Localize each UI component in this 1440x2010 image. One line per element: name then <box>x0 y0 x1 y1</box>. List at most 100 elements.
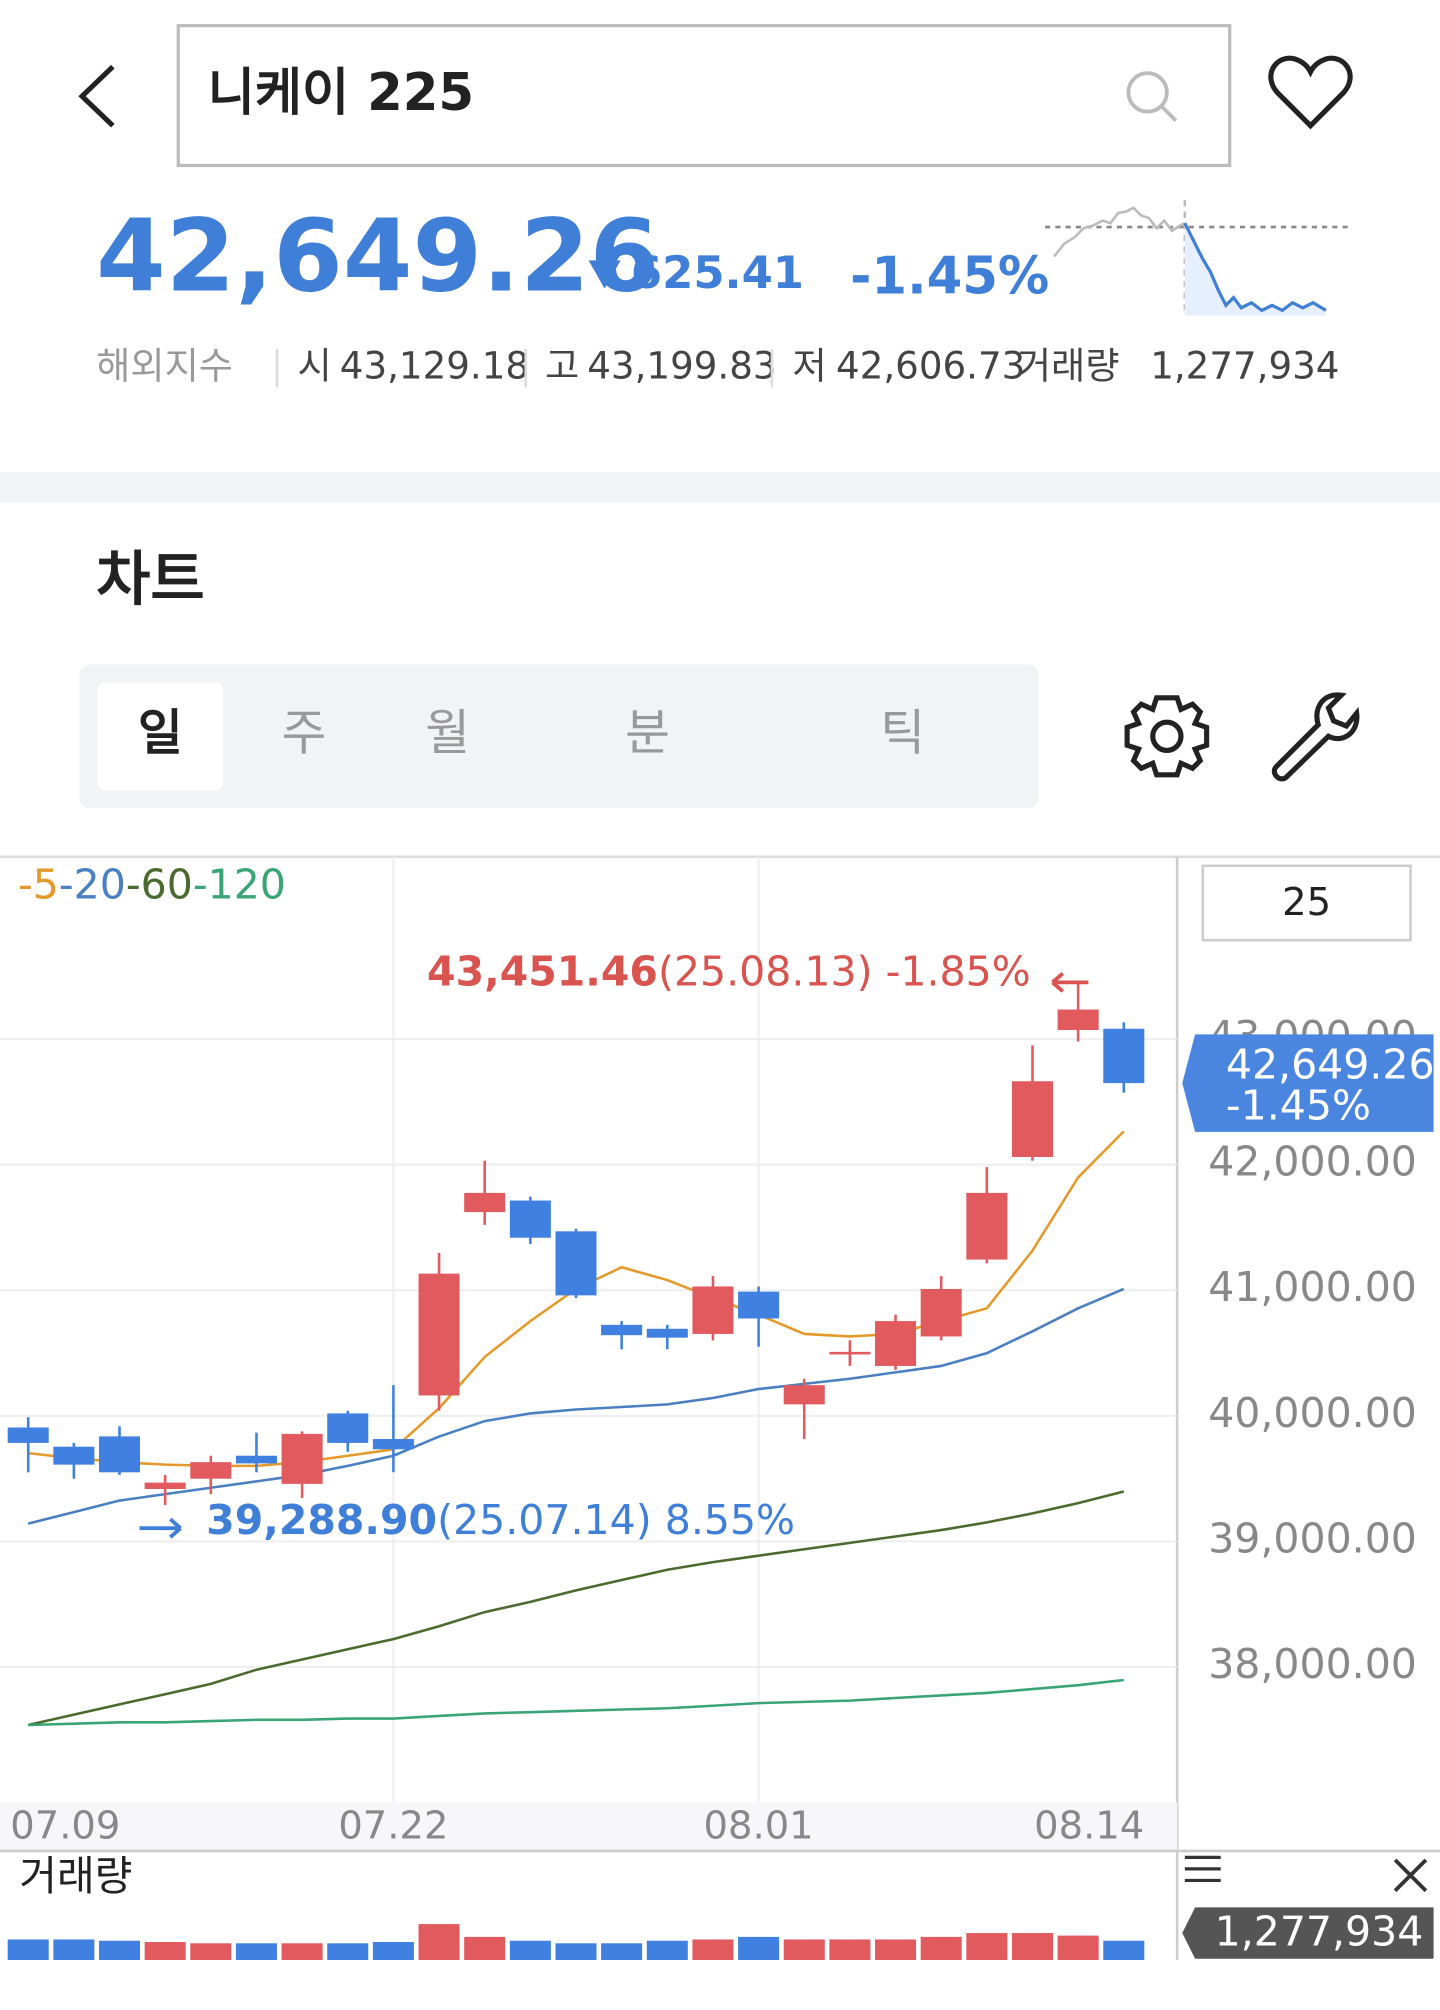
y-tick-label: 38,000.00 <box>1208 1640 1417 1688</box>
volume-bar <box>144 1942 186 1960</box>
annotation-text: (25.07.14) 8.55% <box>437 1496 795 1544</box>
volume-bar <box>53 1939 95 1960</box>
volume-bar <box>692 1939 734 1960</box>
candle-body <box>281 1433 323 1484</box>
price-tag <box>1182 1034 1434 1132</box>
stat-label: 저 <box>792 344 826 388</box>
legend-entry: -120 <box>193 861 286 909</box>
x-tick-label: 08.14 <box>1034 1803 1144 1848</box>
tab[interactable]: 월 <box>425 705 470 761</box>
candle-body <box>372 1439 414 1450</box>
change-pct: -1.45% <box>850 247 1049 307</box>
volume-bar <box>7 1939 49 1960</box>
candle-body <box>327 1413 369 1443</box>
volume-bar <box>738 1936 780 1960</box>
section-title: 차트 <box>96 545 205 614</box>
volume-tag-label: 1,277,934 <box>1215 1907 1424 1955</box>
volume-bar <box>966 1933 1008 1960</box>
y-tick-label: 40,000.00 <box>1208 1389 1417 1437</box>
volume-bar <box>1057 1935 1099 1960</box>
y-tick-label: 42,000.00 <box>1208 1138 1417 1186</box>
tab-bar <box>79 664 1039 809</box>
legend-entry: -20 <box>59 861 126 909</box>
annotation-text: (25.08.13) -1.85% <box>658 948 1031 996</box>
stat-label: 거래량 <box>1017 344 1120 388</box>
moving-average <box>27 1490 1125 1727</box>
stat-label: 시 <box>297 344 331 388</box>
volume-bar <box>875 1939 917 1960</box>
candle-body <box>692 1286 734 1334</box>
annotation-value: 39,288.90 <box>206 1496 437 1544</box>
quote-stats: 해외지수 시 43,129.18 고 43,199.83 저 42,606.73… <box>96 344 1339 388</box>
stat-label: 고 <box>545 344 579 388</box>
volume-bar <box>418 1924 460 1960</box>
tab[interactable]: 틱 <box>880 705 925 761</box>
x-axis-band <box>0 1802 1178 1851</box>
candle-body <box>509 1200 551 1238</box>
tab[interactable]: 분 <box>625 705 670 761</box>
volume-bar <box>372 1942 414 1960</box>
volume-bar <box>509 1940 551 1960</box>
volume-menu[interactable] <box>1184 1855 1221 1883</box>
volume-bar <box>464 1936 506 1960</box>
tab[interactable]: 주 <box>281 705 326 761</box>
annotation-value: 43,451.46 <box>427 948 658 996</box>
volume-bar <box>783 1939 825 1960</box>
volume-bar <box>281 1943 323 1960</box>
stat-value: 42,606.73 <box>836 344 1025 388</box>
volume-bar <box>646 1940 688 1960</box>
period-box[interactable] <box>1201 864 1412 942</box>
candle-body <box>235 1455 277 1464</box>
candle-body <box>875 1321 917 1366</box>
candle-body <box>738 1291 780 1319</box>
volume-bar <box>235 1943 277 1960</box>
search-text: 니케이 225 <box>208 63 474 123</box>
candle-body <box>601 1324 643 1336</box>
candle-body <box>555 1231 597 1296</box>
price-tag-change: -1.45% <box>1226 1082 1371 1130</box>
volume-bar <box>829 1939 871 1960</box>
tab-selected <box>97 682 224 791</box>
volume-tag <box>1182 1907 1434 1959</box>
candle-body <box>418 1273 460 1396</box>
period-count: 25 <box>1282 880 1331 925</box>
down-arrow <box>588 260 621 289</box>
volume-bar <box>1103 1940 1145 1960</box>
x-tick-label: 08.01 <box>704 1803 814 1848</box>
x-tick-label: 07.22 <box>338 1803 448 1848</box>
tools-button[interactable] <box>1271 692 1360 782</box>
volume-close[interactable] <box>1393 1858 1428 1893</box>
settings-button[interactable] <box>1124 695 1210 778</box>
candle-body <box>190 1462 232 1479</box>
market: 해외지수 <box>96 344 233 388</box>
search-icon[interactable] <box>1126 71 1178 122</box>
stat-value: 1,277,934 <box>1150 344 1339 388</box>
y-tick-label: 39,000.00 <box>1208 1514 1417 1562</box>
x-tick-label: 07.09 <box>10 1803 120 1848</box>
tab[interactable]: 일 <box>138 705 183 761</box>
candle-body <box>966 1192 1008 1260</box>
stat-value: 43,199.83 <box>587 344 776 388</box>
candle-body <box>464 1192 506 1213</box>
legend-entry: -60 <box>126 861 193 909</box>
stat-value: 43,129.18 <box>340 344 529 388</box>
y-tick-label: 41,000.00 <box>1208 1263 1417 1311</box>
volume-bar <box>327 1943 369 1960</box>
candle-body <box>1057 1009 1099 1031</box>
favorite-button[interactable] <box>1268 55 1353 130</box>
annotation-arrow <box>139 1517 182 1539</box>
candle-body <box>783 1385 825 1405</box>
moving-average <box>28 1678 1124 1727</box>
candle-body <box>53 1446 95 1465</box>
volume-bar <box>98 1940 141 1960</box>
back-button[interactable] <box>78 64 115 128</box>
divider <box>0 472 1440 503</box>
candle-body <box>144 1482 186 1490</box>
legend-entry: -5 <box>18 861 59 909</box>
legend: -5-20-60-120 <box>18 861 286 909</box>
volume-title: 거래량 <box>19 1852 132 1900</box>
search-box[interactable] <box>176 24 1232 168</box>
annotation: 43,451.46(25.08.13) -1.85% <box>427 948 1031 996</box>
